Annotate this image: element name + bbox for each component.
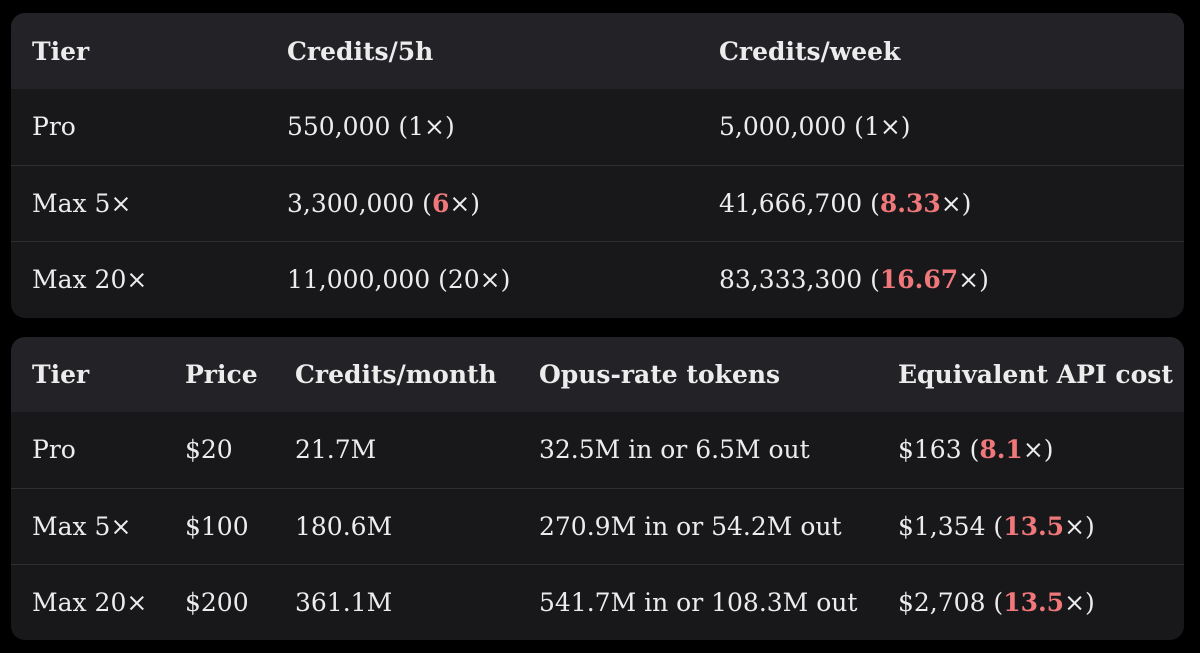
table-header-row: Tier Price Credits/month Opus-rate token… (11, 337, 1184, 412)
paren-close: ×) (1022, 435, 1054, 465)
paren-close: ×) (940, 188, 972, 218)
paren-open: ( (430, 265, 448, 295)
credits-5h-cell: 3,300,000 (6×) (266, 164, 698, 241)
column-header-api-cost: Equivalent API cost (898, 360, 1173, 389)
column-header-opus-tokens: Opus-rate tokens (539, 360, 781, 389)
credits-value: 41,666,700 (719, 188, 863, 218)
price-cell: $100 (164, 487, 274, 564)
table-row: Max 5× 3,300,000 (6×) 41,666,700 (8.33×) (11, 164, 1184, 241)
tier-cell: Max 5× (11, 487, 164, 564)
api-cost-cell: $2,708 (13.5×) (877, 563, 1184, 640)
opus-tokens-cell: 270.9M in or 54.2M out (518, 487, 877, 564)
tier-cell: Pro (32, 112, 76, 142)
cost-value: $1,354 (898, 511, 986, 541)
tier-cell: Max 20× (11, 563, 164, 640)
tier-cell: Pro (32, 435, 76, 465)
paren-open: ( (961, 435, 980, 465)
cost-value: $2,708 (898, 587, 986, 617)
credits-5h-cell: 11,000,000 (20×) (266, 240, 698, 318)
price-cell: $200 (164, 563, 274, 640)
tier-cell: Max 5× (11, 164, 266, 241)
multiplier-highlight: 8.1 (979, 435, 1023, 465)
credits-table: Tier Credits/5h Credits/week Pro 550,000… (11, 13, 1184, 318)
paren-open: ( (846, 112, 864, 142)
credits-value: 11,000,000 (287, 265, 431, 295)
price-cell: $20 (185, 435, 233, 465)
table-row: Pro 550,000 (1×) 5,000,000 (1×) (11, 89, 1184, 165)
credits-value: 3,300,000 (287, 188, 415, 218)
pricing-table-card: Tier Price Credits/month Opus-rate token… (11, 337, 1184, 640)
multiplier-highlight: 8.33 (879, 188, 941, 218)
table-row: Pro $20 21.7M 32.5M in or 6.5M out $163 … (11, 412, 1184, 488)
paren-open: ( (985, 511, 1004, 541)
credits-table-card: Tier Credits/5h Credits/week Pro 550,000… (11, 13, 1184, 318)
credits-week-cell: 41,666,700 (8.33×) (698, 164, 1184, 241)
multiplier: 1 (408, 112, 424, 142)
opus-tokens-cell: 541.7M in or 108.3M out (518, 563, 877, 640)
paren-close: ×) (1064, 587, 1095, 617)
opus-tokens-cell: 32.5M in or 6.5M out (539, 435, 810, 465)
column-header-credits-5h: Credits/5h (287, 36, 434, 66)
multiplier-highlight: 6 (431, 188, 450, 218)
pricing-table: Tier Price Credits/month Opus-rate token… (11, 337, 1184, 640)
column-header-price: Price (185, 360, 258, 389)
paren-close: ×) (479, 265, 511, 295)
api-cost-cell: $1,354 (13.5×) (877, 487, 1184, 564)
multiplier-highlight: 13.5 (1003, 587, 1065, 617)
cost-value: $163 (898, 435, 962, 465)
credits-week-cell: 83,333,300 (16.67×) (698, 240, 1184, 318)
api-cost-cell: $163 (8.1×) (877, 412, 1184, 488)
column-header-credits-week: Credits/week (719, 36, 901, 66)
credits-week-cell: 5,000,000 (1×) (698, 89, 1184, 165)
paren-close: ×) (449, 188, 481, 218)
credits-month-cell: 180.6M (274, 487, 518, 564)
paren-close: ×) (424, 112, 455, 142)
column-header-tier: Tier (32, 360, 90, 389)
paren-open: ( (862, 188, 880, 218)
credits-5h-cell: 550,000 (1×) (266, 89, 698, 165)
paren-open: ( (985, 587, 1004, 617)
multiplier-highlight: 13.5 (1003, 511, 1065, 541)
credits-value: 550,000 (287, 112, 391, 142)
paren-close: ×) (879, 112, 911, 142)
credits-month-cell: 21.7M (295, 435, 377, 465)
multiplier: 1 (863, 112, 880, 142)
paren-open: ( (414, 188, 432, 218)
paren-close: ×) (958, 265, 989, 295)
column-header-tier: Tier (32, 36, 90, 66)
paren-open: ( (862, 265, 880, 295)
multiplier-highlight: 16.67 (879, 265, 959, 295)
table-row: Max 20× $200 361.1M 541.7M in or 108.3M … (11, 563, 1184, 640)
credits-month-cell: 361.1M (274, 563, 518, 640)
column-header-credits-month: Credits/month (295, 360, 497, 389)
multiplier: 20 (447, 265, 480, 295)
table-row: Max 20× 11,000,000 (20×) 83,333,300 (16.… (11, 240, 1184, 318)
paren-close: ×) (1064, 511, 1095, 541)
credits-value: 83,333,300 (719, 265, 863, 295)
table-header-row: Tier Credits/5h Credits/week (11, 13, 1184, 89)
tier-cell: Max 20× (11, 240, 266, 318)
credits-value: 5,000,000 (719, 112, 847, 142)
table-row: Max 5× $100 180.6M 270.9M in or 54.2M ou… (11, 487, 1184, 564)
paren-open: ( (390, 112, 409, 142)
